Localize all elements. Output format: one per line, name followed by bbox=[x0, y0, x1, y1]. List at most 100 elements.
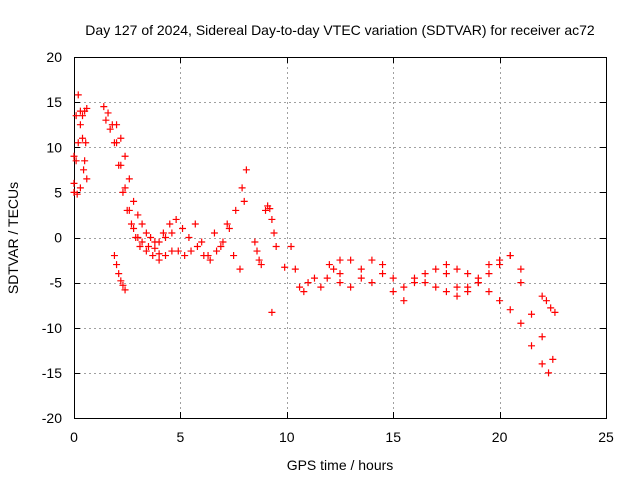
data-point bbox=[272, 243, 280, 251]
data-point bbox=[104, 109, 112, 117]
x-tick-label: 10 bbox=[279, 429, 295, 445]
data-point bbox=[204, 252, 212, 260]
data-point bbox=[421, 279, 429, 287]
series-track-P bbox=[538, 292, 559, 316]
x-tick-label: 20 bbox=[492, 429, 508, 445]
data-point bbox=[287, 243, 295, 251]
data-point bbox=[240, 197, 248, 205]
data-point bbox=[144, 243, 152, 251]
data-point bbox=[138, 220, 146, 228]
series-track-L bbox=[287, 243, 344, 296]
data-point bbox=[485, 261, 493, 269]
data-point bbox=[79, 112, 87, 120]
data-point bbox=[528, 342, 536, 350]
data-point bbox=[549, 355, 557, 363]
data-point bbox=[325, 261, 333, 269]
data-point bbox=[251, 238, 259, 246]
data-point bbox=[551, 308, 559, 316]
data-point bbox=[400, 283, 408, 291]
data-point bbox=[389, 288, 397, 296]
y-tick-label: -20 bbox=[42, 410, 62, 426]
data-point bbox=[225, 224, 233, 232]
data-point bbox=[185, 234, 193, 241]
data-point bbox=[485, 270, 493, 278]
data-point bbox=[72, 157, 80, 165]
data-point bbox=[123, 206, 131, 214]
axis-ticks bbox=[74, 57, 607, 419]
data-point bbox=[172, 215, 180, 223]
y-axis-label: SDTVAR / TECUs bbox=[5, 182, 21, 294]
data-point bbox=[74, 91, 82, 99]
series-track-A bbox=[70, 104, 91, 196]
data-point bbox=[506, 252, 514, 260]
data-point bbox=[464, 283, 472, 291]
data-point bbox=[336, 270, 344, 278]
data-point bbox=[136, 243, 144, 251]
series-track-F bbox=[113, 121, 176, 246]
data-point bbox=[496, 256, 504, 264]
series-track-O bbox=[442, 261, 553, 377]
data-point bbox=[213, 247, 221, 255]
data-point bbox=[159, 229, 167, 237]
data-point bbox=[538, 292, 546, 300]
x-axis-label: GPS time / hours bbox=[287, 457, 394, 473]
data-point bbox=[138, 238, 146, 246]
data-point bbox=[121, 152, 129, 160]
data-point bbox=[281, 263, 289, 271]
data-point bbox=[296, 283, 304, 291]
data-point bbox=[517, 265, 525, 273]
data-point bbox=[223, 220, 231, 228]
data-point bbox=[132, 234, 140, 241]
data-point bbox=[100, 103, 108, 111]
data-point bbox=[317, 283, 325, 291]
series-track-J bbox=[251, 238, 265, 269]
data-point bbox=[117, 134, 125, 142]
data-point bbox=[421, 270, 429, 278]
data-point bbox=[442, 270, 450, 278]
y-tick-label: 0 bbox=[54, 230, 62, 246]
data-point bbox=[155, 250, 163, 258]
series-track-K bbox=[262, 202, 278, 237]
data-point bbox=[304, 279, 312, 287]
y-tick-label: 15 bbox=[46, 94, 62, 110]
data-point bbox=[442, 288, 450, 296]
data-point bbox=[113, 261, 121, 269]
data-point bbox=[155, 256, 163, 264]
data-point bbox=[528, 310, 536, 318]
data-point bbox=[125, 175, 133, 183]
data-point bbox=[106, 125, 114, 133]
data-point bbox=[268, 308, 276, 316]
data-point bbox=[217, 243, 225, 251]
data-point bbox=[162, 252, 170, 260]
data-point bbox=[168, 247, 176, 255]
series-track-B bbox=[70, 91, 91, 183]
data-point bbox=[253, 247, 261, 255]
data-point bbox=[347, 256, 355, 264]
data-point bbox=[236, 265, 244, 273]
data-point bbox=[453, 265, 461, 273]
data-point bbox=[119, 188, 127, 196]
data-point bbox=[74, 139, 82, 147]
data-point bbox=[206, 256, 214, 264]
data-point bbox=[181, 252, 189, 260]
data-point bbox=[357, 274, 365, 282]
data-point bbox=[76, 107, 84, 115]
series-track-E bbox=[102, 116, 163, 260]
data-point bbox=[179, 224, 187, 232]
data-point bbox=[80, 166, 88, 174]
data-point bbox=[368, 279, 376, 287]
data-point bbox=[149, 252, 157, 260]
y-tick-label: 5 bbox=[54, 184, 62, 200]
data-point bbox=[151, 244, 159, 252]
data-point bbox=[410, 274, 418, 282]
data-point bbox=[198, 238, 206, 246]
data-point bbox=[174, 247, 182, 255]
y-tick-label: -15 bbox=[42, 365, 62, 381]
data-point bbox=[517, 279, 525, 287]
data-point bbox=[464, 270, 472, 278]
y-axis-tick-labels: -20 -15 -10 -5 0 5 10 15 20 bbox=[42, 49, 62, 426]
data-point bbox=[166, 220, 174, 228]
data-point bbox=[81, 157, 89, 165]
